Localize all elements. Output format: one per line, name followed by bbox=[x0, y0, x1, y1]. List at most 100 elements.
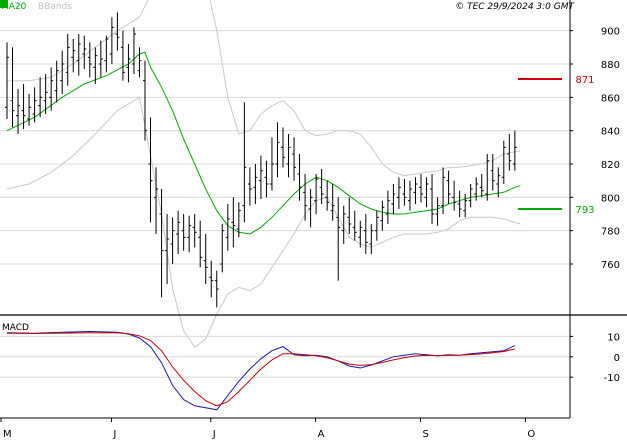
bollinger-upper-band bbox=[7, 0, 521, 177]
macd-line bbox=[6, 330, 516, 411]
price-tick-label: 840 bbox=[601, 127, 620, 138]
macd-tick-label: 10 bbox=[607, 332, 620, 343]
ohlc-bar bbox=[358, 220, 363, 248]
ohlc-bar bbox=[148, 117, 153, 223]
ohlc-bar bbox=[281, 127, 285, 168]
ohlc-bar bbox=[374, 210, 379, 241]
price-bars-layer bbox=[5, 12, 517, 308]
ohlc-bar bbox=[336, 197, 341, 281]
ohlc-bar bbox=[32, 87, 37, 123]
ohlc-bar bbox=[203, 234, 208, 284]
signal-line bbox=[6, 332, 515, 407]
ohlc-bar bbox=[71, 39, 76, 73]
ohlc-bar bbox=[325, 180, 330, 211]
ma-legend-swatch bbox=[0, 0, 8, 8]
ohlc-bar bbox=[512, 130, 517, 171]
ohlc-bar bbox=[369, 224, 374, 254]
price-tick-label: 880 bbox=[601, 60, 620, 71]
ohlc-bar bbox=[10, 47, 15, 128]
ohlc-bar bbox=[490, 154, 495, 191]
ohlc-bar bbox=[297, 154, 302, 201]
ohlc-bar bbox=[363, 214, 368, 254]
ohlc-bar bbox=[468, 184, 473, 208]
time-tick-label: J bbox=[112, 429, 116, 440]
ohlc-bar bbox=[159, 189, 164, 298]
ohlc-bar bbox=[452, 180, 457, 211]
ohlc-bar bbox=[60, 50, 65, 94]
bollinger-bands-layer bbox=[6, 0, 521, 349]
ohlc-bar bbox=[485, 154, 490, 201]
ohlc-bar bbox=[137, 47, 142, 78]
ohlc-bar bbox=[286, 134, 291, 178]
ohlc-bar bbox=[419, 174, 423, 203]
ohlc-bar bbox=[231, 197, 236, 248]
macd-tick-label: -10 bbox=[604, 373, 620, 384]
ohlc-bar bbox=[269, 137, 274, 191]
ohlc-bar bbox=[209, 260, 214, 298]
ohlc-bar bbox=[115, 12, 120, 51]
ohlc-bar bbox=[242, 102, 247, 223]
price-tick-label: 760 bbox=[601, 260, 620, 271]
ohlc-bar bbox=[264, 160, 269, 198]
ohlc-bar bbox=[385, 190, 390, 224]
price-tick-label: 820 bbox=[601, 160, 620, 171]
ohlc-bar bbox=[303, 174, 308, 221]
ohlc-bar bbox=[43, 74, 48, 114]
price-tick-label: 860 bbox=[601, 93, 620, 104]
ohlc-bar bbox=[446, 170, 451, 204]
ohlc-bar bbox=[330, 184, 335, 221]
ohlc-bar bbox=[463, 194, 468, 218]
ohlc-bar bbox=[131, 27, 136, 74]
ohlc-bar bbox=[479, 174, 484, 198]
ohlc-bar bbox=[220, 224, 225, 273]
ohlc-bar bbox=[198, 220, 203, 268]
price-tick-label: 900 bbox=[601, 27, 620, 38]
price-tick-label: 800 bbox=[601, 193, 620, 204]
bollinger-lower-band bbox=[6, 96, 521, 349]
ohlc-bar bbox=[104, 35, 109, 73]
frame-layer bbox=[0, 0, 627, 419]
ohlc-bar bbox=[314, 174, 319, 214]
ohlc-bar bbox=[496, 167, 501, 198]
ohlc-bar bbox=[275, 122, 280, 178]
ohlc-bar bbox=[507, 134, 512, 171]
time-tick-label: M bbox=[3, 429, 12, 440]
ohlc-bar bbox=[154, 167, 159, 234]
ohlc-bar bbox=[82, 35, 87, 69]
ohlc-bar bbox=[214, 270, 219, 308]
ohlc-bar bbox=[16, 89, 21, 134]
ohlc-bar bbox=[126, 44, 131, 83]
ohlc-bar bbox=[435, 197, 440, 226]
ohlc-bar bbox=[308, 189, 313, 228]
axis-labels-layer: 900 880 860 840 820 800 780 760 10 0 -10 M J J A S O bbox=[0, 27, 620, 440]
macd-panel-title: MACD bbox=[2, 323, 29, 333]
ma-legend-label: MA20 bbox=[1, 2, 27, 12]
ohlc-bar bbox=[501, 140, 506, 184]
ohlc-bar bbox=[474, 177, 479, 201]
ohlc-bar bbox=[54, 60, 59, 103]
ohlc-bar bbox=[457, 190, 462, 218]
ohlc-bar bbox=[236, 202, 241, 238]
ohlc-bar bbox=[341, 205, 346, 244]
ohlc-bar bbox=[292, 137, 297, 181]
ohlc-bar bbox=[413, 177, 418, 204]
ohlc-bar bbox=[93, 47, 98, 84]
ohlc-bar bbox=[402, 179, 407, 206]
ohlc-bar bbox=[120, 30, 125, 81]
ohlc-bar bbox=[87, 42, 92, 78]
ohlc-bar bbox=[391, 184, 396, 214]
ohlc-bar bbox=[165, 214, 170, 284]
time-tick-label: S bbox=[423, 429, 429, 440]
ohlc-bar bbox=[65, 34, 70, 86]
ohlc-bar bbox=[253, 164, 258, 204]
bbands-legend-label: BBands bbox=[38, 2, 72, 12]
ohlc-bar bbox=[347, 197, 352, 234]
ohlc-bar bbox=[38, 77, 43, 118]
support-level-label: 793 bbox=[575, 205, 594, 216]
ohlc-bar bbox=[49, 67, 54, 111]
time-tick-label: J bbox=[212, 429, 216, 440]
ohlc-bar bbox=[441, 167, 446, 214]
macd-layer bbox=[6, 330, 516, 411]
